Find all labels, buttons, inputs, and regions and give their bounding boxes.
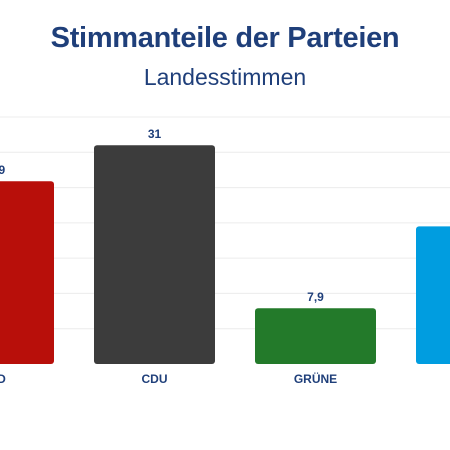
category-label: CDU (142, 372, 168, 386)
grid-lines (0, 116, 450, 330)
value-label: 7,9 (307, 290, 324, 304)
bar-fdp (416, 226, 450, 364)
bar-spd (0, 181, 54, 364)
bar-grüne (255, 308, 376, 364)
chart-title: Stimmanteile der Parteien (50, 22, 400, 54)
bar-cdu (94, 145, 215, 364)
value-label: 31 (148, 127, 162, 141)
category-label: SPD (0, 372, 6, 386)
value-labels: 25,9 31 7,9 (0, 127, 324, 304)
bars (0, 145, 450, 364)
chart-subtitle: Landesstimmen (143, 64, 307, 90)
value-label: 25,9 (0, 163, 6, 177)
category-labels: SPD CDU GRÜNE (0, 371, 337, 386)
category-label: GRÜNE (294, 371, 337, 386)
